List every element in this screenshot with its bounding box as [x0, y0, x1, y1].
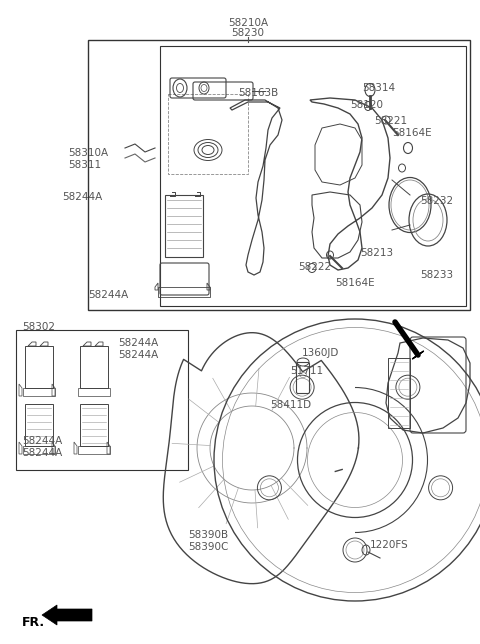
Text: 58244A: 58244A — [62, 192, 102, 202]
Bar — [80, 404, 108, 446]
Bar — [23, 446, 55, 454]
Bar — [23, 388, 55, 396]
Text: 58164E: 58164E — [335, 278, 374, 288]
Text: 51711: 51711 — [290, 366, 323, 376]
Text: 58310A: 58310A — [68, 148, 108, 158]
Text: 58244A: 58244A — [22, 436, 62, 446]
Bar — [78, 446, 110, 454]
Bar — [78, 388, 110, 396]
Text: 58244A: 58244A — [118, 338, 158, 348]
Bar — [88, 40, 470, 310]
Text: 58222: 58222 — [298, 262, 331, 272]
Bar — [80, 346, 108, 388]
Text: 58244A: 58244A — [22, 448, 62, 458]
Text: 58230: 58230 — [231, 28, 264, 38]
Text: 58311: 58311 — [68, 160, 101, 170]
Text: 58390C: 58390C — [188, 542, 228, 552]
Bar — [25, 404, 53, 446]
Text: 58314: 58314 — [362, 83, 395, 93]
Polygon shape — [42, 605, 92, 625]
Text: 58120: 58120 — [350, 100, 383, 110]
Bar — [25, 346, 53, 388]
Text: 58163B: 58163B — [238, 88, 278, 98]
Bar — [16, 330, 188, 470]
Text: 58233: 58233 — [420, 270, 453, 280]
Bar — [165, 195, 203, 257]
Bar — [160, 46, 466, 306]
Text: 58232: 58232 — [420, 196, 453, 206]
Text: FR.: FR. — [22, 616, 45, 629]
Text: 58210A: 58210A — [228, 18, 268, 28]
Bar — [168, 94, 248, 174]
Polygon shape — [412, 351, 424, 359]
Text: 58221: 58221 — [374, 116, 407, 126]
Bar — [388, 358, 410, 428]
Bar — [158, 287, 210, 297]
Text: 58213: 58213 — [360, 248, 393, 258]
Text: 58244A: 58244A — [118, 350, 158, 360]
Text: 1220FS: 1220FS — [370, 540, 409, 550]
Text: 58164E: 58164E — [392, 128, 432, 138]
Text: 58302: 58302 — [22, 322, 55, 332]
Text: 58390B: 58390B — [188, 530, 228, 540]
Text: 1360JD: 1360JD — [302, 348, 339, 358]
Text: 58244A: 58244A — [88, 290, 128, 300]
Text: 58411D: 58411D — [270, 400, 311, 410]
